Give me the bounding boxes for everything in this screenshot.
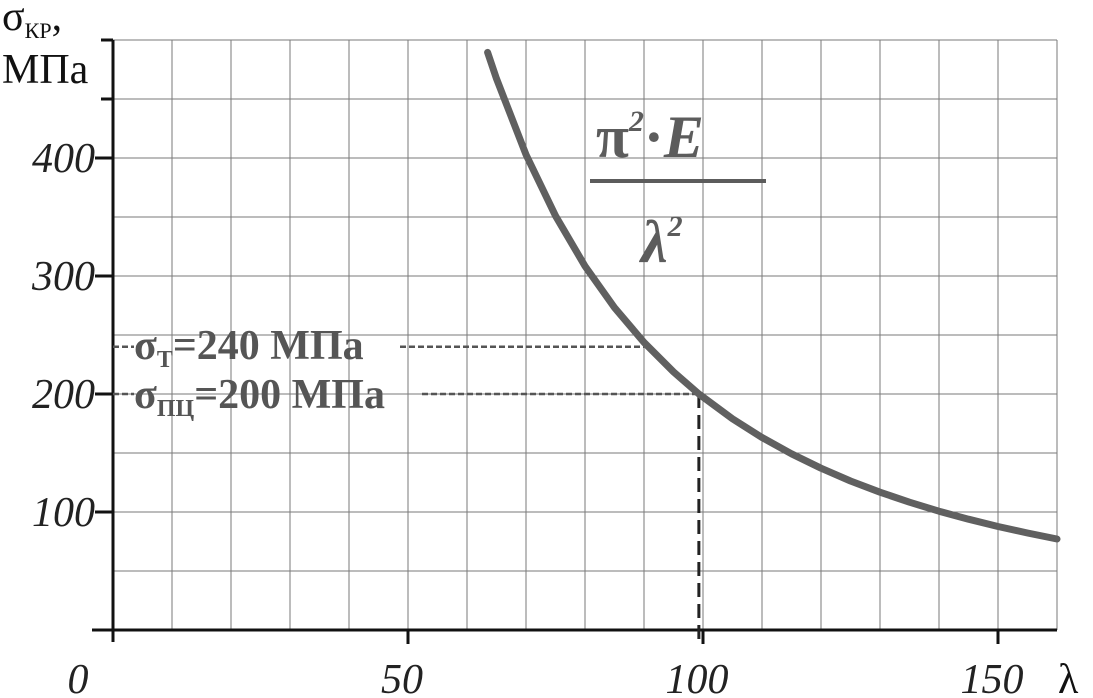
x-tick-label-0: 0 xyxy=(68,657,89,698)
series-line-critical-stress xyxy=(484,48,1061,543)
annotation-yield-stress: σТ=240 МПа xyxy=(134,323,364,373)
x-axis-label: λ xyxy=(1058,657,1079,698)
y-tick-label-300: 300 xyxy=(31,254,95,300)
y-axis-unit: МПа xyxy=(2,47,89,93)
formula-denominator: λ2 xyxy=(638,209,683,275)
annotation-proportional-limit: σПЦ=200 МПа xyxy=(134,372,385,422)
y-tick-label-200: 200 xyxy=(32,372,95,418)
euler-formula: π2·E λ2 xyxy=(590,104,766,275)
axes xyxy=(92,38,1057,644)
grid xyxy=(113,39,1058,630)
formula-numerator: π2·E xyxy=(596,104,704,170)
reference-lines xyxy=(113,345,701,644)
y-axis-label: σКР, xyxy=(2,0,62,43)
y-tick-label-400: 400 xyxy=(32,136,95,182)
tick-labels: 100 200 300 400 0 50 100 150 xyxy=(31,136,1024,698)
y-tick-label-100: 100 xyxy=(32,490,95,536)
x-tick-label-50: 50 xyxy=(381,657,423,698)
x-tick-label-150: 150 xyxy=(961,657,1024,698)
x-tick-label-100: 100 xyxy=(666,657,729,698)
